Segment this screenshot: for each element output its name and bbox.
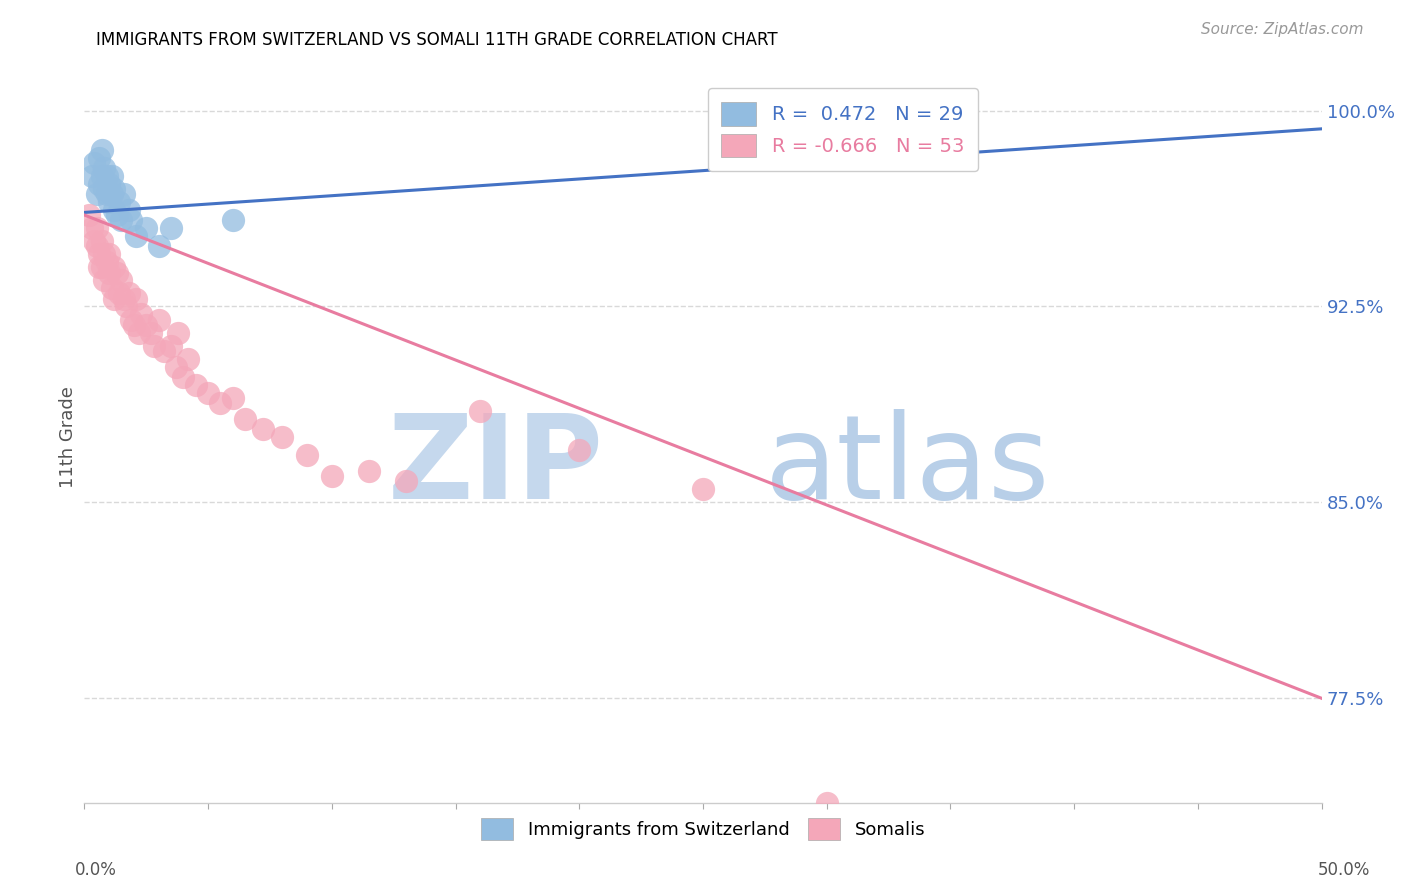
Point: [105, 208, 128, 222]
Point: [90, 169, 112, 183]
Legend: Immigrants from Switzerland, Somalis: Immigrants from Switzerland, Somalis: [472, 808, 934, 848]
Point: [89, 177, 111, 191]
Point: [86, 187, 108, 202]
Point: [80, 221, 103, 235]
Point: [100, 187, 122, 202]
Point: [110, 213, 132, 227]
Point: [115, 300, 138, 314]
Point: [100, 281, 122, 295]
Point: [142, 339, 165, 353]
Point: [141, 326, 163, 340]
Point: [118, 286, 141, 301]
Point: [177, 351, 200, 366]
Point: [222, 213, 245, 227]
Point: [129, 307, 152, 321]
Point: [110, 273, 132, 287]
Point: [89, 151, 111, 165]
Text: 50.0%: 50.0%: [1317, 861, 1371, 879]
Point: [148, 239, 170, 253]
Point: [103, 202, 125, 217]
Point: [103, 260, 125, 275]
Point: [103, 292, 125, 306]
Point: [197, 385, 219, 400]
Point: [93, 161, 115, 175]
Point: [568, 443, 591, 458]
Point: [165, 359, 187, 374]
Point: [98, 266, 121, 280]
Text: atlas: atlas: [765, 409, 1050, 524]
Point: [152, 343, 174, 358]
Point: [120, 213, 142, 227]
Point: [112, 292, 135, 306]
Point: [321, 469, 343, 483]
Point: [86, 239, 108, 253]
Point: [160, 339, 183, 353]
Point: [395, 475, 418, 489]
Point: [108, 286, 131, 301]
Point: [100, 169, 122, 183]
Point: [233, 411, 256, 425]
Point: [89, 247, 111, 261]
Point: [118, 202, 141, 217]
Point: [135, 221, 157, 235]
Point: [160, 221, 183, 235]
Point: [172, 370, 194, 384]
Point: [815, 796, 838, 810]
Point: [105, 266, 128, 280]
Point: [90, 260, 112, 275]
Point: [271, 430, 294, 444]
Point: [83, 155, 105, 169]
Point: [128, 326, 150, 340]
Point: [90, 234, 112, 248]
Point: [80, 169, 103, 183]
Point: [295, 448, 318, 462]
Text: IMMIGRANTS FROM SWITZERLAND VS SOMALI 11TH GRADE CORRELATION CHART: IMMIGRANTS FROM SWITZERLAND VS SOMALI 11…: [96, 31, 778, 49]
Point: [83, 234, 105, 248]
Point: [93, 182, 115, 196]
Point: [98, 194, 121, 209]
Point: [125, 229, 148, 244]
Point: [90, 143, 112, 157]
Point: [86, 221, 108, 235]
Point: [184, 377, 207, 392]
Point: [108, 194, 131, 209]
Point: [357, 464, 380, 478]
Point: [222, 391, 245, 405]
Point: [93, 273, 115, 287]
Point: [125, 292, 148, 306]
Point: [112, 187, 135, 202]
Text: 0.0%: 0.0%: [75, 861, 117, 879]
Point: [167, 326, 190, 340]
Point: [209, 396, 232, 410]
Point: [93, 247, 115, 261]
Point: [470, 404, 492, 418]
Point: [98, 177, 121, 191]
Point: [89, 260, 111, 275]
Point: [779, 109, 801, 123]
Text: Source: ZipAtlas.com: Source: ZipAtlas.com: [1201, 22, 1364, 37]
Point: [96, 255, 118, 269]
Point: [135, 318, 157, 332]
Point: [98, 247, 121, 261]
Point: [122, 318, 145, 332]
Point: [96, 187, 118, 202]
Y-axis label: 11th Grade: 11th Grade: [59, 386, 77, 488]
Point: [79, 208, 101, 222]
Point: [103, 182, 125, 196]
Point: [692, 483, 714, 497]
Point: [120, 312, 142, 326]
Point: [252, 422, 274, 436]
Point: [148, 312, 170, 326]
Text: ZIP: ZIP: [388, 409, 605, 524]
Point: [96, 169, 118, 183]
